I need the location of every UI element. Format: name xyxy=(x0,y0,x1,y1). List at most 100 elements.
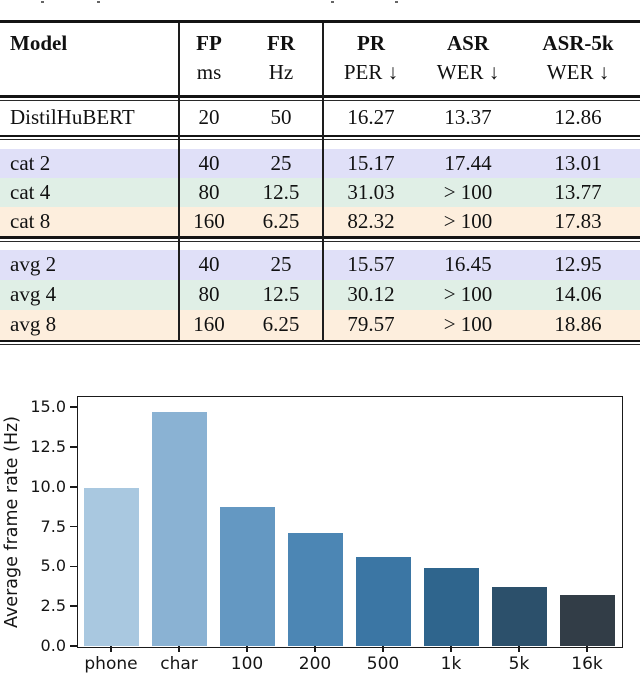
x-tick-mark xyxy=(518,646,520,652)
cell-fp: 20 xyxy=(198,105,220,129)
results-table: Model FP ms FR Hz PR PER ↓ ASR WER ↓ ASR-5k WER ↓ D… xyxy=(0,20,640,345)
table-top-rule xyxy=(0,20,640,23)
x-tick-label: 100 xyxy=(230,654,264,674)
cell-fr: 50 xyxy=(270,105,292,129)
cell-model: DistilHuBERT xyxy=(10,105,135,129)
x-tick-mark xyxy=(586,646,588,652)
y-tick-label: 10.0 xyxy=(30,476,66,496)
cell-fr: 6.25 xyxy=(262,209,300,233)
table-vertical-rule-2 xyxy=(322,23,324,341)
x-tick-label: 1k xyxy=(440,654,462,674)
bar-5k xyxy=(491,587,547,646)
bar-phone xyxy=(83,488,139,646)
y-tick-label: 5.0 xyxy=(40,556,66,576)
cell-pr: 82.32 xyxy=(347,209,395,233)
cell-pr: 16.27 xyxy=(347,105,395,129)
cell-pr: 15.57 xyxy=(347,252,395,276)
x-tick-label: phone xyxy=(84,654,138,674)
table-row: DistilHuBERT 20 50 16.27 13.37 12.86 xyxy=(0,100,640,135)
col-header-pr: PR PER ↓ xyxy=(322,29,420,87)
table-row: avg 2 40 25 15.57 16.45 12.95 xyxy=(0,249,640,280)
col-header-sub: Hz xyxy=(268,60,294,84)
bar-100 xyxy=(219,507,275,646)
cell-model: cat 4 xyxy=(10,180,51,204)
col-header-group: FR xyxy=(267,31,295,55)
cell-fr: 6.25 xyxy=(262,312,300,336)
cell-asr: > 100 xyxy=(443,180,493,204)
table-row: avg 4 80 12.5 30.12 > 100 14.06 xyxy=(0,279,640,310)
cell-pr: 79.57 xyxy=(347,312,395,336)
bar-16k xyxy=(559,595,615,646)
cell-asr: 17.44 xyxy=(444,151,492,175)
bar-200 xyxy=(287,532,343,646)
y-tick-mark xyxy=(70,446,77,448)
x-tick-mark xyxy=(382,646,384,652)
cell-fp: 160 xyxy=(193,209,225,233)
x-tick-label: 200 xyxy=(298,654,332,674)
cell-pr: 15.17 xyxy=(347,151,395,175)
y-tick-mark xyxy=(70,406,77,408)
table-rule xyxy=(0,236,640,242)
col-header-fp: FP ms xyxy=(178,29,240,87)
cell-asr: > 100 xyxy=(443,282,493,306)
cell-asr: 13.37 xyxy=(444,105,492,129)
cell-asr: 16.45 xyxy=(444,252,492,276)
cell-asr5k: 18.86 xyxy=(554,312,602,336)
frame-rate-chart: Average frame rate (Hz) 0.0 2.5 5.0 7.5 10.0… xyxy=(0,380,640,679)
group-spacer xyxy=(0,241,640,250)
cell-fp: 40 xyxy=(198,151,220,175)
cell-model: avg 4 xyxy=(10,282,57,306)
x-tick-mark xyxy=(246,646,248,652)
y-tick-mark xyxy=(70,525,77,528)
y-tick-label: 7.5 xyxy=(40,516,66,536)
col-header-group: Model xyxy=(10,31,68,55)
cell-asr: > 100 xyxy=(443,312,493,336)
cell-model: avg 8 xyxy=(10,312,57,336)
x-tick-label: char xyxy=(160,654,198,674)
y-tick-mark xyxy=(70,645,77,647)
bar-1k xyxy=(423,567,479,646)
bar-char xyxy=(151,411,207,646)
cell-fr: 25 xyxy=(270,151,292,175)
y-tick-mark xyxy=(70,605,77,607)
cell-fr: 12.5 xyxy=(262,180,300,204)
cell-fp: 40 xyxy=(198,252,220,276)
x-tick-mark xyxy=(110,646,112,652)
col-header-sub: ms xyxy=(196,60,222,84)
cell-pr: 31.03 xyxy=(347,180,395,204)
table-header-row: Model FP ms FR Hz PR PER ↓ ASR WER ↓ ASR-5k WER ↓ xyxy=(0,23,640,95)
cell-asr5k: 13.77 xyxy=(554,180,602,204)
col-header-group: PR xyxy=(357,31,385,55)
y-tick-mark xyxy=(70,565,77,568)
cell-fp: 80 xyxy=(198,282,220,306)
cell-fp: 80 xyxy=(198,180,220,204)
x-tick-mark xyxy=(178,646,180,652)
col-header-group: ASR-5k xyxy=(542,31,614,55)
cell-asr5k: 17.83 xyxy=(554,209,602,233)
bar-500 xyxy=(355,556,411,646)
table-rule xyxy=(0,134,640,140)
cell-model: cat 2 xyxy=(10,151,51,175)
cell-asr5k: 12.95 xyxy=(554,252,602,276)
table-row: avg 8 160 6.25 79.57 > 100 18.86 xyxy=(0,309,640,340)
cell-asr5k: 13.01 xyxy=(554,151,602,175)
cell-asr: > 100 xyxy=(443,209,493,233)
cell-model: cat 8 xyxy=(10,209,51,233)
y-tick-label: 12.5 xyxy=(30,436,66,456)
cell-fr: 25 xyxy=(270,252,292,276)
table-rule xyxy=(0,95,640,101)
group-spacer xyxy=(0,140,640,149)
x-tick-mark xyxy=(314,646,316,652)
col-header-group: ASR xyxy=(446,31,489,55)
cell-fr: 12.5 xyxy=(262,282,300,306)
cell-model: avg 2 xyxy=(10,252,57,276)
col-header-group: FP xyxy=(196,31,222,55)
x-tick-mark xyxy=(450,646,452,652)
col-header-sub: PER ↓ xyxy=(343,60,399,84)
table-row: cat 4 80 12.5 31.03 > 100 13.77 xyxy=(0,178,640,207)
cell-asr5k: 14.06 xyxy=(554,282,602,306)
x-tick-label: 5k xyxy=(508,654,530,674)
cell-asr5k: 12.86 xyxy=(554,105,602,129)
table-row: cat 2 40 25 15.17 17.44 13.01 xyxy=(0,149,640,178)
